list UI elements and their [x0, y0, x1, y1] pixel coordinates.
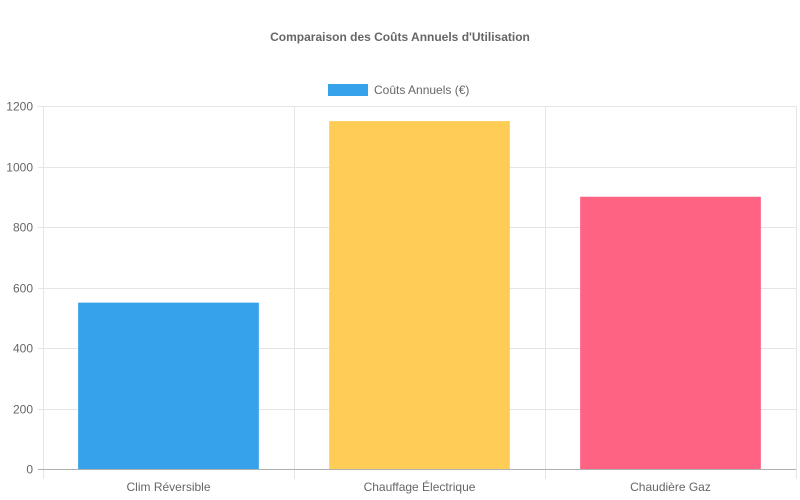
bars: [78, 121, 761, 469]
y-tick-label: 1000: [6, 161, 33, 175]
y-tick-label: 200: [13, 403, 33, 417]
legend-label: Coûts Annuels (€): [374, 83, 469, 97]
bar-1[interactable]: [329, 121, 510, 469]
y-axis-ticks: 0 200 400 600 800 1000 1200: [6, 100, 33, 477]
y-tick-label: 600: [13, 282, 33, 296]
bar-2[interactable]: [580, 196, 761, 469]
bar-0[interactable]: [78, 302, 259, 469]
legend-swatch: [328, 84, 368, 96]
x-tick-label: Chauffage Électrique: [364, 479, 476, 494]
y-tick-label: 1200: [6, 100, 33, 114]
y-tick-label: 800: [13, 221, 33, 235]
y-tick-label: 0: [26, 463, 33, 477]
y-tick-label: 400: [13, 342, 33, 356]
axes: [38, 106, 796, 479]
x-tick-label: Chaudière Gaz: [630, 480, 711, 494]
x-tick-label: Clim Réversible: [126, 480, 210, 494]
legend[interactable]: Coûts Annuels (€): [328, 83, 469, 97]
chart-title: Comparaison des Coûts Annuels d'Utilisat…: [270, 30, 530, 44]
x-axis-ticks: Clim Réversible Chauffage Électrique Chaud…: [126, 479, 710, 494]
